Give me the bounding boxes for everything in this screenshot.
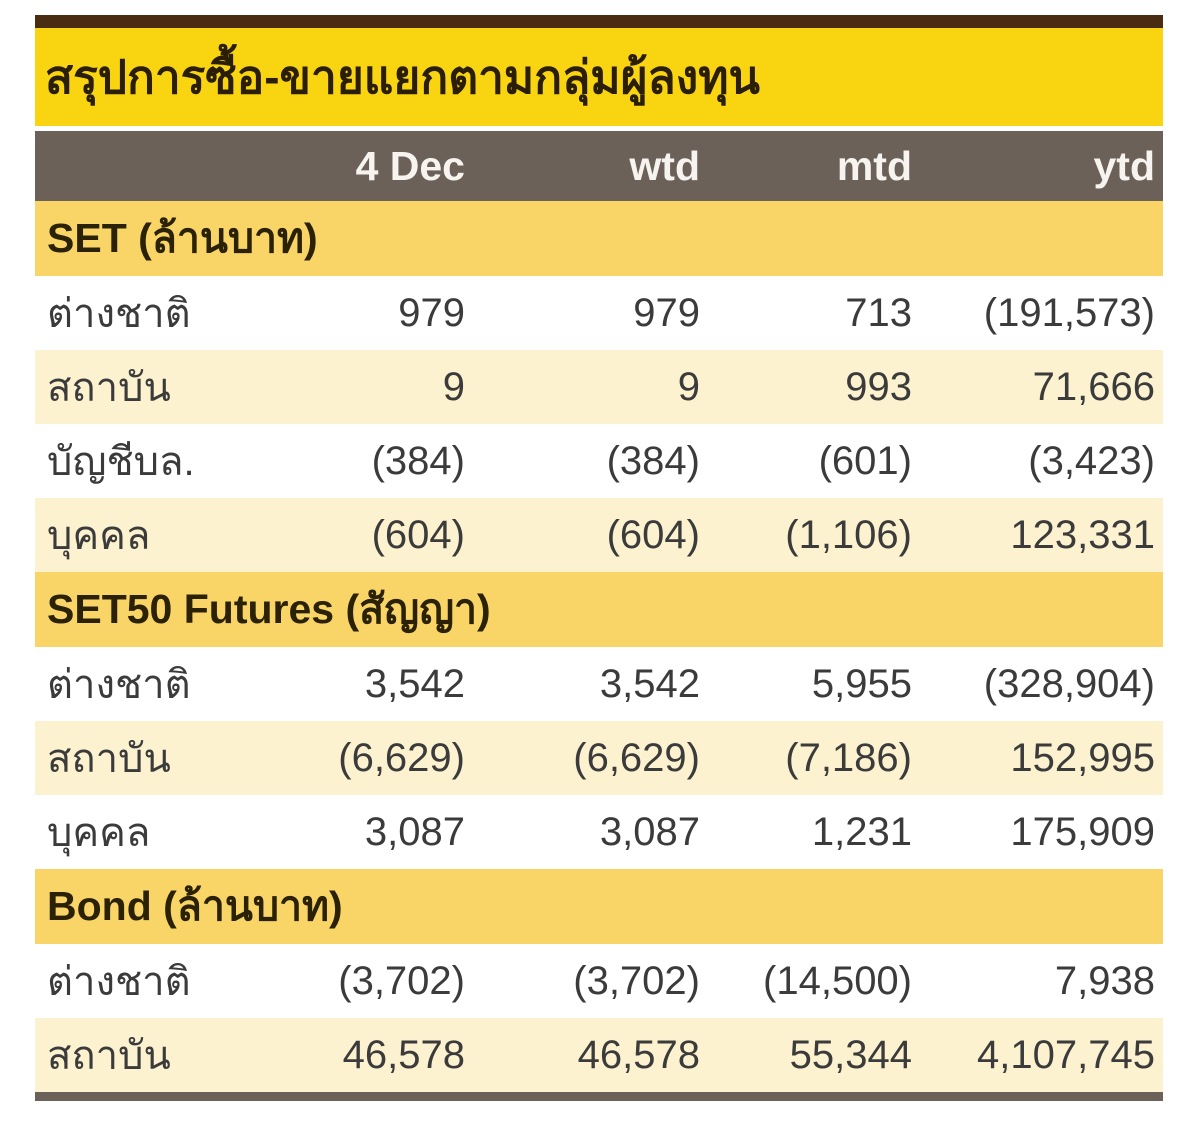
row-set-institution: สถาบัน 9 9 993 71,666 bbox=[35, 350, 1163, 424]
cell-ytd: 175,909 bbox=[1010, 809, 1155, 854]
report-title: สรุปการซื้อ-ขายแยกตามกลุ่มผู้ลงทุน bbox=[45, 50, 760, 103]
row-label: สถาบัน bbox=[47, 1034, 171, 1078]
cell-mtd: 55,344 bbox=[789, 1032, 912, 1077]
section-header-bond-label: Bond (ล้านบาท) bbox=[47, 883, 343, 929]
row-set-foreign: ต่างชาติ 979 979 713 (191,573) bbox=[35, 276, 1163, 350]
cell-ytd: (328,904) bbox=[983, 661, 1155, 706]
row-label: ต่างชาติ bbox=[47, 663, 191, 707]
row-label: ต่างชาติ bbox=[47, 960, 191, 1004]
row-set-individual: บุคคล (604) (604) (1,106) 123,331 bbox=[35, 498, 1163, 572]
cell-ytd: 4,107,745 bbox=[977, 1032, 1155, 1077]
section-header-bond: Bond (ล้านบาท) bbox=[35, 869, 1163, 944]
section-header-set: SET (ล้านบาท) bbox=[35, 201, 1163, 276]
row-label: บุคคล bbox=[47, 514, 151, 558]
row-set50-foreign: ต่างชาติ 3,542 3,542 5,955 (328,904) bbox=[35, 647, 1163, 721]
column-header-4dec: 4 Dec bbox=[355, 142, 465, 189]
cell-4dec: (6,629) bbox=[338, 735, 465, 780]
cell-mtd: (7,186) bbox=[785, 735, 912, 780]
column-header-ytd: ytd bbox=[1093, 142, 1156, 189]
cell-wtd: 46,578 bbox=[577, 1032, 700, 1077]
investor-summary-table: สรุปการซื้อ-ขายแยกตามกลุ่มผู้ลงทุน 4 Dec… bbox=[35, 15, 1163, 1101]
title-band: สรุปการซื้อ-ขายแยกตามกลุ่มผู้ลงทุน bbox=[35, 28, 1163, 126]
cell-4dec: 46,578 bbox=[342, 1032, 465, 1077]
cell-mtd: 713 bbox=[845, 290, 912, 335]
row-set50-individual: บุคคล 3,087 3,087 1,231 175,909 bbox=[35, 795, 1163, 869]
cell-mtd: (601) bbox=[818, 438, 912, 483]
cell-ytd: (3,423) bbox=[1028, 438, 1155, 483]
cell-wtd: (604) bbox=[606, 512, 700, 557]
cell-4dec: 3,542 bbox=[364, 661, 465, 706]
section-header-set-label: SET (ล้านบาท) bbox=[47, 215, 318, 261]
top-border-bar bbox=[35, 15, 1163, 28]
row-label: สถาบัน bbox=[47, 737, 171, 781]
section-header-set50-label: SET50 Futures (สัญญา) bbox=[47, 586, 491, 632]
cell-4dec: 9 bbox=[442, 364, 465, 409]
cell-mtd: 1,231 bbox=[811, 809, 912, 854]
cell-wtd: 3,087 bbox=[599, 809, 700, 854]
cell-ytd: 152,995 bbox=[1010, 735, 1155, 780]
cell-4dec: 979 bbox=[398, 290, 465, 335]
section-header-set50-futures: SET50 Futures (สัญญา) bbox=[35, 572, 1163, 647]
row-label: บัญชีบล. bbox=[47, 440, 195, 484]
cell-mtd: (1,106) bbox=[785, 512, 912, 557]
cell-ytd: 123,331 bbox=[1010, 512, 1155, 557]
row-bond-foreign: ต่างชาติ (3,702) (3,702) (14,500) 7,938 bbox=[35, 944, 1163, 1018]
cell-ytd: (191,573) bbox=[983, 290, 1155, 335]
row-set-broker: บัญชีบล. (384) (384) (601) (3,423) bbox=[35, 424, 1163, 498]
row-label: สถาบัน bbox=[47, 366, 171, 410]
cell-4dec: (384) bbox=[371, 438, 465, 483]
column-header-wtd: wtd bbox=[629, 142, 700, 189]
column-header-row: 4 Dec wtd mtd ytd bbox=[35, 131, 1163, 201]
cell-mtd: (14,500) bbox=[763, 958, 912, 1003]
cell-wtd: 3,542 bbox=[599, 661, 700, 706]
cell-4dec: (604) bbox=[371, 512, 465, 557]
column-header-mtd: mtd bbox=[836, 142, 912, 189]
cell-4dec: 3,087 bbox=[364, 809, 465, 854]
cell-mtd: 5,955 bbox=[811, 661, 912, 706]
row-set50-institution: สถาบัน (6,629) (6,629) (7,186) 152,995 bbox=[35, 721, 1163, 795]
cell-ytd: 7,938 bbox=[1054, 958, 1155, 1003]
bottom-border-bar bbox=[35, 1092, 1163, 1101]
cell-wtd: (6,629) bbox=[573, 735, 700, 780]
cell-ytd: 71,666 bbox=[1032, 364, 1155, 409]
row-label: บุคคล bbox=[47, 811, 151, 855]
cell-mtd: 993 bbox=[845, 364, 912, 409]
cell-wtd: 9 bbox=[677, 364, 700, 409]
cell-wtd: (384) bbox=[606, 438, 700, 483]
row-label: ต่างชาติ bbox=[47, 292, 191, 336]
cell-wtd: 979 bbox=[633, 290, 700, 335]
title-gap bbox=[35, 126, 1163, 131]
row-bond-institution: สถาบัน 46,578 46,578 55,344 4,107,745 bbox=[35, 1018, 1163, 1092]
cell-wtd: (3,702) bbox=[573, 958, 700, 1003]
cell-4dec: (3,702) bbox=[338, 958, 465, 1003]
